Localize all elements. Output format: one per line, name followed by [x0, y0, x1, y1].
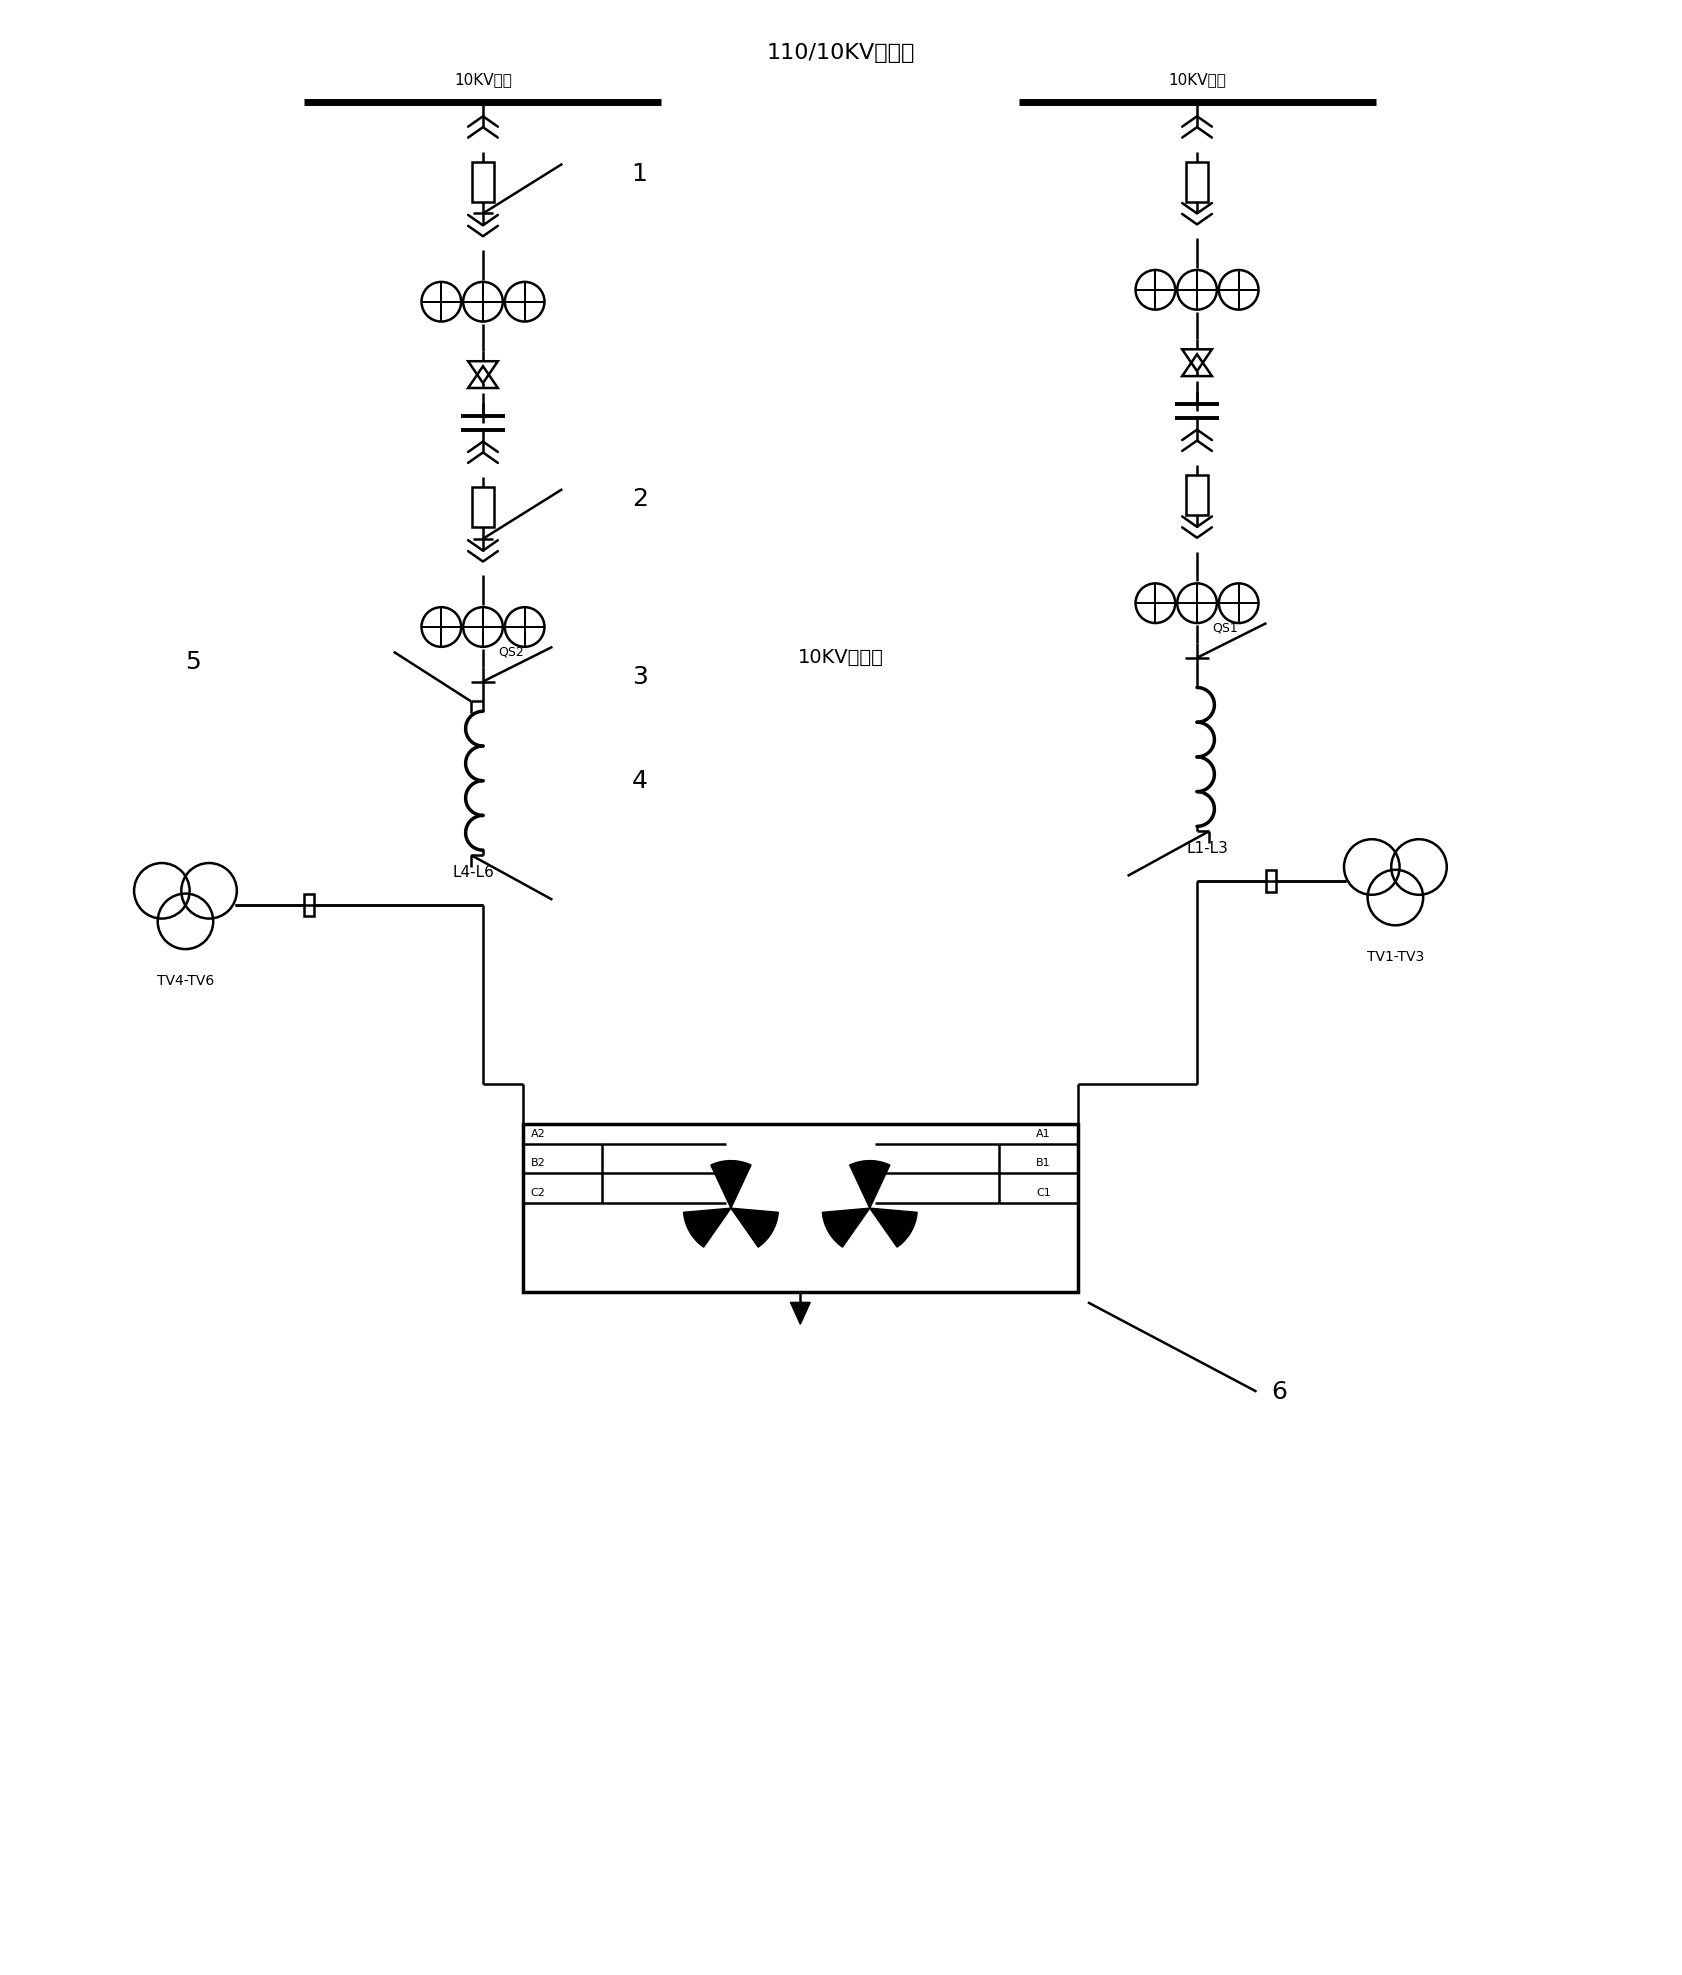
Bar	[1186, 476, 1208, 515]
Text: QS2: QS2	[498, 646, 523, 660]
Text: A2: A2	[530, 1130, 545, 1140]
Text: TV1-TV3: TV1-TV3	[1367, 950, 1425, 964]
Bar	[473, 488, 495, 527]
Text: B2: B2	[530, 1159, 545, 1169]
Text: 6: 6	[1272, 1381, 1287, 1404]
Text: L4-L6: L4-L6	[452, 865, 495, 881]
Polygon shape	[822, 1209, 870, 1246]
Polygon shape	[732, 1209, 779, 1246]
Text: C2: C2	[530, 1189, 545, 1199]
Polygon shape	[683, 1209, 732, 1246]
Text: 1: 1	[632, 162, 648, 186]
Text: L1-L3: L1-L3	[1186, 841, 1228, 857]
Polygon shape	[791, 1302, 811, 1323]
Polygon shape	[711, 1161, 752, 1209]
Polygon shape	[870, 1209, 917, 1246]
Text: C1: C1	[1036, 1189, 1051, 1199]
Bar	[1267, 869, 1277, 893]
Bar	[523, 1124, 1078, 1292]
Bar	[1186, 162, 1208, 201]
Polygon shape	[849, 1161, 890, 1209]
Text: QS1: QS1	[1213, 622, 1238, 634]
Text: 3: 3	[632, 666, 648, 689]
Text: 4: 4	[632, 768, 648, 792]
Text: 2: 2	[632, 488, 648, 512]
Text: 10KV配电室: 10KV配电室	[797, 648, 885, 668]
Text: 10KV母线: 10KV母线	[454, 73, 511, 87]
Bar	[304, 895, 315, 916]
Text: A1: A1	[1036, 1130, 1051, 1140]
Text: TV4-TV6: TV4-TV6	[156, 974, 214, 988]
Text: 110/10KV变电站: 110/10KV变电站	[767, 43, 915, 63]
Bar	[473, 162, 495, 201]
Text: 10KV母线: 10KV母线	[1167, 73, 1226, 87]
Text: B1: B1	[1036, 1159, 1051, 1169]
Text: 5: 5	[185, 650, 202, 673]
